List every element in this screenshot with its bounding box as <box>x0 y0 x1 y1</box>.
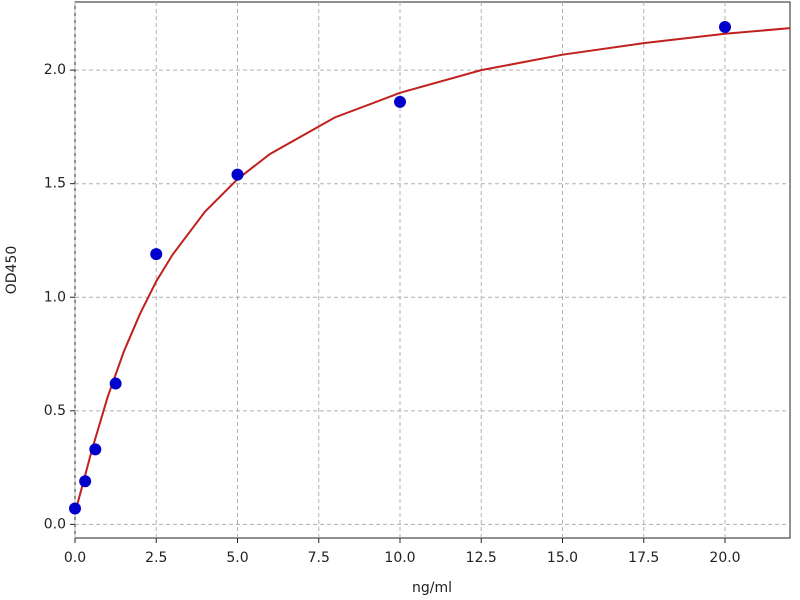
y-axis-label: OD450 <box>4 246 20 295</box>
data-point <box>69 502 81 515</box>
y-tick-label: 2.0 <box>44 62 66 78</box>
x-tick-label: 0.0 <box>64 550 86 566</box>
data-point <box>719 20 731 33</box>
y-tick-label: 0.0 <box>44 516 66 532</box>
data-point <box>231 168 244 181</box>
x-tick-label: 5.0 <box>226 550 248 566</box>
x-tick-label: 17.5 <box>628 550 659 566</box>
y-tick-label: 0.5 <box>44 403 66 419</box>
data-point <box>109 377 122 390</box>
plot-frame <box>74 1 791 539</box>
data-point <box>394 95 406 108</box>
x-tick-label: 15.0 <box>547 550 578 566</box>
y-tick-label: 1.0 <box>44 289 66 305</box>
x-tick-label: 7.5 <box>308 550 330 566</box>
x-tick-label: 20.0 <box>709 550 740 566</box>
x-tick-label: 2.5 <box>145 550 167 566</box>
data-point <box>150 248 163 261</box>
x-axis-label: ng/ml <box>412 580 452 596</box>
y-tick-label: 1.5 <box>44 176 66 192</box>
data-point <box>79 475 92 488</box>
data-point <box>89 443 102 456</box>
fit-curve <box>74 27 791 514</box>
x-tick-label: 10.0 <box>384 550 415 566</box>
x-tick-label: 12.5 <box>466 550 497 566</box>
